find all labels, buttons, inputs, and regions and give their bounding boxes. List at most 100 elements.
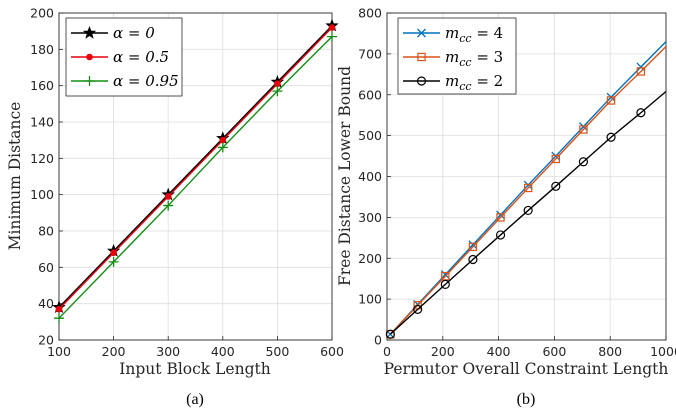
data-point-b-2	[523, 183, 533, 193]
y-tick-label-b: 300	[358, 210, 382, 225]
y-tick-label-a: 100	[30, 187, 54, 202]
x-tick-label-a: 100	[47, 344, 71, 359]
data-point-b-1	[523, 180, 533, 190]
y-tick-label-b: 500	[358, 128, 382, 143]
data-point-b-2	[579, 125, 588, 134]
y-tick-label-a: 120	[30, 151, 54, 166]
y-tick-label-b: 800	[358, 6, 382, 21]
legend-label-b-1: mcc = 4	[445, 24, 503, 45]
y-tick-label-b: 0	[374, 333, 382, 348]
caption-b: (b)	[517, 391, 536, 408]
data-point-b-2	[496, 213, 505, 222]
data-point-b-3	[523, 205, 533, 216]
y-tick-label-a: 180	[30, 42, 54, 57]
ticks-a: 100 200 300 400 500 600 20 40 60 80 100 120 140 160 18…	[30, 6, 344, 360]
series-line-a-3	[58, 36, 333, 319]
x-tick-label-b: 0	[383, 344, 391, 359]
x-tick-label-a: 400	[211, 344, 235, 359]
data-point-b-3	[468, 254, 478, 265]
data-point-a-3	[163, 200, 174, 211]
data-point-a-3	[327, 31, 337, 42]
series-b	[385, 41, 667, 339]
x-tick-label-b: 800	[598, 344, 622, 359]
legend-marker-a-3	[84, 76, 95, 86]
series-line-b-3	[389, 90, 667, 335]
legend-marker-b-1	[417, 28, 426, 38]
data-point-b-1	[496, 210, 506, 220]
data-point-b-2	[551, 154, 560, 164]
data-point-a-3	[108, 256, 119, 267]
y-tick-label-b: 700	[358, 46, 382, 61]
data-point-b-3	[636, 108, 646, 118]
legend-label-a-2: α = 0.5	[113, 48, 169, 66]
y-tick-label-a: 60	[38, 260, 54, 275]
x-tick-label-a: 500	[265, 344, 289, 359]
y-tick-label-a: 200	[30, 6, 54, 21]
data-point-a-2	[274, 80, 281, 88]
plot-frame-a	[58, 12, 333, 341]
y-tick-label-b: 200	[358, 251, 382, 266]
x-tick-label-a: 200	[102, 344, 126, 359]
chart-panel-a: 100 200 300 400 500 600 20 40 60 80 100 120 140 160 18…	[6, 6, 344, 409]
legend-label-b-3: mcc = 2	[445, 72, 503, 93]
x-tick-label-b: 200	[431, 344, 455, 359]
y-axis-label-a: Minimum Distance	[6, 102, 24, 251]
data-point-a-2	[328, 24, 336, 31]
y-tick-label-b: 400	[358, 169, 382, 184]
data-point-b-3	[578, 157, 589, 167]
data-point-a-2	[219, 136, 227, 144]
legend-marker-a-2	[86, 53, 93, 61]
caption-a: (a)	[186, 391, 204, 408]
x-tick-label-a: 600	[320, 344, 344, 359]
data-point-b-3	[413, 304, 423, 314]
series-line-b-2	[389, 46, 667, 335]
x-tick-label-b: 600	[542, 344, 566, 359]
y-tick-label-a: 160	[30, 78, 54, 93]
data-point-b-2	[606, 96, 616, 105]
y-axis-label-b: Free Distance Lower Bound	[336, 66, 354, 286]
x-tick-label-b: 400	[487, 344, 511, 359]
legend-marker-b-3	[416, 76, 427, 86]
y-tick-label-a: 140	[30, 115, 54, 130]
y-tick-label-a: 20	[38, 333, 54, 348]
data-point-a-3	[272, 86, 283, 97]
series-line-a-1	[58, 25, 333, 308]
x-tick-label-a: 300	[156, 344, 180, 359]
data-point-b-3	[440, 279, 450, 290]
x-axis-label-a: Input Block Length	[119, 360, 270, 378]
series-a	[52, 18, 339, 324]
data-point-b-1	[468, 240, 478, 250]
data-point-b-1	[551, 151, 561, 161]
data-point-b-1	[440, 270, 450, 280]
legend-b: mcc = 4 mcc = 3 mcc = 2	[397, 17, 517, 95]
y-tick-label-b: 600	[358, 87, 382, 102]
data-point-b-3	[606, 132, 616, 142]
data-point-b-1	[636, 62, 646, 72]
legend-label-b-2: mcc = 3	[445, 48, 503, 69]
data-point-a-3	[54, 313, 64, 324]
y-tick-label-a: 40	[38, 296, 54, 311]
legend-a: α = 0 α = 0.5 α = 0.95	[65, 17, 183, 97]
data-point-a-2	[110, 249, 117, 257]
data-point-b-1	[578, 122, 588, 132]
data-point-b-3	[495, 230, 506, 240]
x-axis-label-b: Permutor Overall Constraint Length	[384, 360, 669, 378]
legend-marker-a-1	[82, 25, 97, 39]
data-point-b-3	[385, 329, 395, 339]
y-tick-label-a: 80	[38, 224, 54, 239]
data-point-a-2	[55, 305, 63, 313]
data-point-a-2	[164, 193, 172, 200]
legend-label-a-1: α = 0	[113, 24, 155, 42]
data-point-b-2	[636, 67, 646, 76]
series-line-a-2	[58, 27, 333, 310]
y-tick-label-b: 100	[358, 292, 382, 307]
data-point-b-3	[551, 181, 561, 191]
legend-marker-b-2	[417, 52, 426, 62]
legend-label-a-3: α = 0.95	[113, 72, 179, 90]
data-point-b-2	[468, 242, 478, 252]
data-point-a-3	[217, 142, 228, 153]
